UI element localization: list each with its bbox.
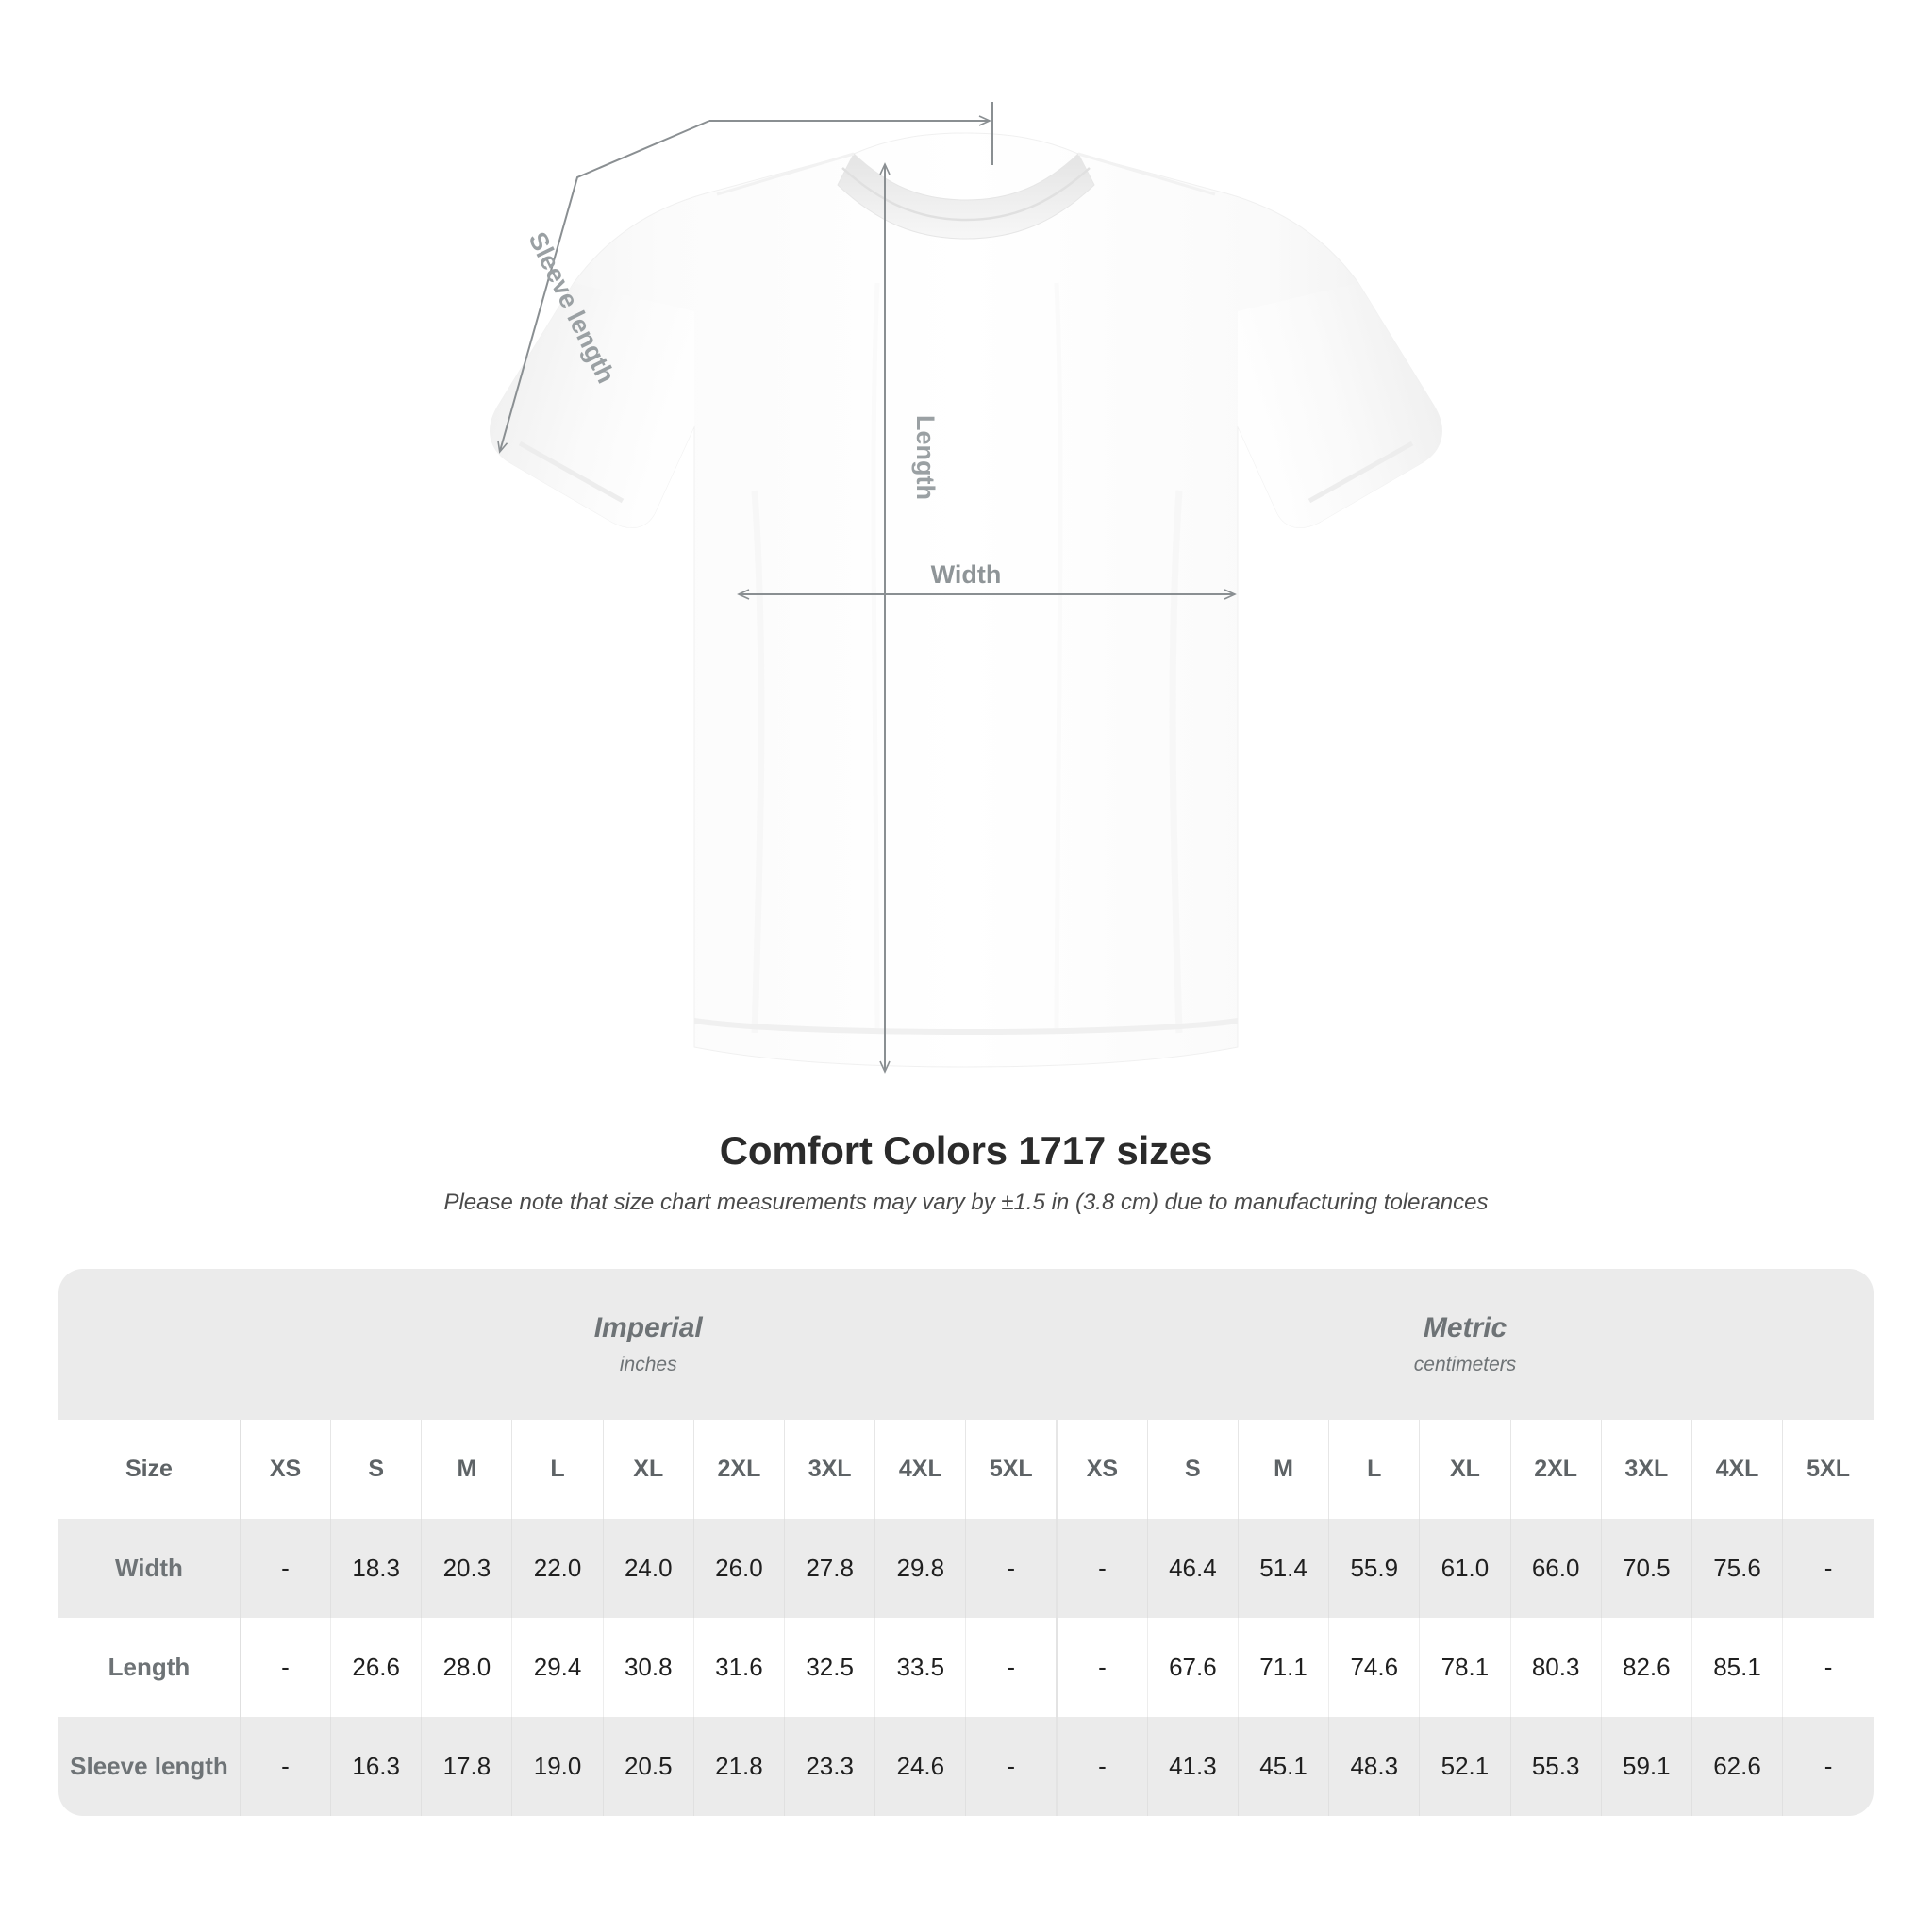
page-title: Comfort Colors 1717 sizes — [719, 1128, 1213, 1173]
unit-name: Imperial — [593, 1312, 703, 1344]
row-label-sleeve-length: Sleeve length — [58, 1717, 241, 1816]
cell-sleeve-length-metric-5xl: - — [1782, 1717, 1874, 1816]
size-chart-table-container: Imperial inches Metric centimeters Size XS S M L… — [58, 1269, 1874, 1816]
sleeve-length-measure — [497, 102, 993, 454]
cell-length-imperial-s: 26.6 — [330, 1618, 423, 1717]
size-header-metric-l: L — [1328, 1420, 1421, 1519]
cell-sleeve-length-imperial-2xl: 21.8 — [693, 1717, 786, 1816]
cell-width-imperial-l: 22.0 — [511, 1519, 604, 1618]
size-header-imperial-l: L — [511, 1420, 604, 1519]
unit-name: Metric — [1423, 1312, 1507, 1344]
size-header-imperial-5xl: 5XL — [965, 1420, 1058, 1519]
size-header-imperial-xs: XS — [240, 1420, 332, 1519]
cell-sleeve-length-metric-l: 48.3 — [1328, 1717, 1421, 1816]
cell-length-metric-2xl: 80.3 — [1510, 1618, 1602, 1717]
cell-width-imperial-3xl: 27.8 — [784, 1519, 876, 1618]
cell-width-metric-s: 46.4 — [1147, 1519, 1239, 1618]
size-chart-table: Imperial inches Metric centimeters Size XS S M L… — [58, 1269, 1874, 1816]
cell-sleeve-length-imperial-l: 19.0 — [511, 1717, 604, 1816]
cell-length-imperial-l: 29.4 — [511, 1618, 604, 1717]
cell-width-metric-m: 51.4 — [1238, 1519, 1330, 1618]
unit-header-metric: Metric centimeters — [1057, 1269, 1874, 1420]
table-row: Width -18.3 20.3 22.0 24.0 26.0 27.8 29.8- -46.4… — [58, 1519, 1874, 1618]
size-header-metric-5xl: 5XL — [1782, 1420, 1874, 1519]
unit-banner-spacer — [58, 1269, 241, 1420]
chart-heading: Comfort Colors 1717 sizes Please note th… — [0, 1127, 1932, 1217]
cell-length-metric-xs: - — [1056, 1618, 1148, 1717]
length-label: Length — [911, 415, 940, 500]
cell-length-metric-m: 71.1 — [1238, 1618, 1330, 1717]
cell-width-metric-4xl: 75.6 — [1691, 1519, 1784, 1618]
size-header-imperial-2xl: 2XL — [693, 1420, 786, 1519]
cell-length-imperial-xs: - — [240, 1618, 332, 1717]
cell-sleeve-length-metric-m: 45.1 — [1238, 1717, 1330, 1816]
cell-length-metric-4xl: 85.1 — [1691, 1618, 1784, 1717]
cell-width-imperial-xs: - — [240, 1519, 332, 1618]
width-label: Width — [931, 560, 1002, 589]
row-label-width: Width — [58, 1519, 241, 1618]
size-header-metric-xl: XL — [1419, 1420, 1511, 1519]
cell-sleeve-length-imperial-xs: - — [240, 1717, 332, 1816]
shirt-illustration-panel: Sleeve length Length Width — [490, 102, 1442, 1074]
cell-sleeve-length-metric-3xl: 59.1 — [1601, 1717, 1692, 1816]
cell-sleeve-length-imperial-5xl: - — [965, 1717, 1058, 1816]
size-header-imperial-xl: XL — [603, 1420, 694, 1519]
row-label-length: Length — [58, 1618, 241, 1717]
cell-width-imperial-s: 18.3 — [330, 1519, 423, 1618]
cell-width-metric-3xl: 70.5 — [1601, 1519, 1692, 1618]
cell-length-imperial-m: 28.0 — [421, 1618, 513, 1717]
size-header-imperial-s: S — [330, 1420, 423, 1519]
unit-sub: inches — [619, 1353, 677, 1375]
cell-sleeve-length-imperial-m: 17.8 — [421, 1717, 513, 1816]
cell-sleeve-length-metric-xs: - — [1056, 1717, 1148, 1816]
cell-sleeve-length-imperial-s: 16.3 — [330, 1717, 423, 1816]
cell-length-metric-l: 74.6 — [1328, 1618, 1421, 1717]
size-header-metric-m: M — [1238, 1420, 1330, 1519]
cell-length-imperial-2xl: 31.6 — [693, 1618, 786, 1717]
unit-header-imperial: Imperial inches — [240, 1269, 1058, 1420]
unit-sub: centimeters — [1413, 1353, 1517, 1375]
unit-banner-row: Imperial inches Metric centimeters — [58, 1269, 1874, 1420]
cell-length-imperial-5xl: - — [965, 1618, 1058, 1717]
tolerance-note: Please note that size chart measurements… — [443, 1190, 1489, 1216]
size-header-metric-s: S — [1147, 1420, 1239, 1519]
size-header-metric-3xl: 3XL — [1601, 1420, 1692, 1519]
cell-length-imperial-3xl: 32.5 — [784, 1618, 876, 1717]
table-row: Sleeve length -16.3 17.8 19.0 20.5 21.8 23.3 24… — [58, 1717, 1874, 1816]
cell-length-metric-5xl: - — [1782, 1618, 1874, 1717]
cell-length-metric-xl: 78.1 — [1419, 1618, 1511, 1717]
cell-length-metric-s: 67.6 — [1147, 1618, 1239, 1717]
cell-length-imperial-4xl: 33.5 — [874, 1618, 967, 1717]
tshirt-diagram: Sleeve length Length Width — [490, 102, 1442, 1074]
size-header-label: Size — [58, 1420, 241, 1519]
cell-sleeve-length-metric-s: 41.3 — [1147, 1717, 1239, 1816]
size-header-row: Size XS S M L XL 2XL 3XL 4XL 5XL XS S M L XL 2XL 3XL 4XL 5… — [58, 1420, 1874, 1519]
cell-width-imperial-4xl: 29.8 — [874, 1519, 967, 1618]
cell-sleeve-length-metric-2xl: 55.3 — [1510, 1717, 1602, 1816]
size-header-imperial-m: M — [421, 1420, 513, 1519]
cell-width-imperial-5xl: - — [965, 1519, 1058, 1618]
cell-sleeve-length-imperial-xl: 20.5 — [603, 1717, 694, 1816]
size-header-metric-2xl: 2XL — [1510, 1420, 1602, 1519]
cell-width-metric-l: 55.9 — [1328, 1519, 1421, 1618]
cell-width-imperial-m: 20.3 — [421, 1519, 513, 1618]
cell-sleeve-length-metric-4xl: 62.6 — [1691, 1717, 1784, 1816]
size-header-metric-xs: XS — [1056, 1420, 1148, 1519]
cell-width-metric-xl: 61.0 — [1419, 1519, 1511, 1618]
cell-length-metric-3xl: 82.6 — [1601, 1618, 1692, 1717]
cell-width-imperial-xl: 24.0 — [603, 1519, 694, 1618]
cell-width-metric-2xl: 66.0 — [1510, 1519, 1602, 1618]
size-header-imperial-3xl: 3XL — [784, 1420, 876, 1519]
size-header-metric-4xl: 4XL — [1691, 1420, 1784, 1519]
cell-width-metric-5xl: - — [1782, 1519, 1874, 1618]
size-header-imperial-4xl: 4XL — [874, 1420, 967, 1519]
cell-sleeve-length-imperial-3xl: 23.3 — [784, 1717, 876, 1816]
cell-sleeve-length-imperial-4xl: 24.6 — [874, 1717, 967, 1816]
table-row: Length -26.6 28.0 29.4 30.8 31.6 32.5 33.5- -67.… — [58, 1618, 1874, 1717]
cell-sleeve-length-metric-xl: 52.1 — [1419, 1717, 1511, 1816]
tshirt-body-shape — [490, 132, 1442, 1068]
cell-length-imperial-xl: 30.8 — [603, 1618, 694, 1717]
cell-width-metric-xs: - — [1056, 1519, 1148, 1618]
cell-width-imperial-2xl: 26.0 — [693, 1519, 786, 1618]
